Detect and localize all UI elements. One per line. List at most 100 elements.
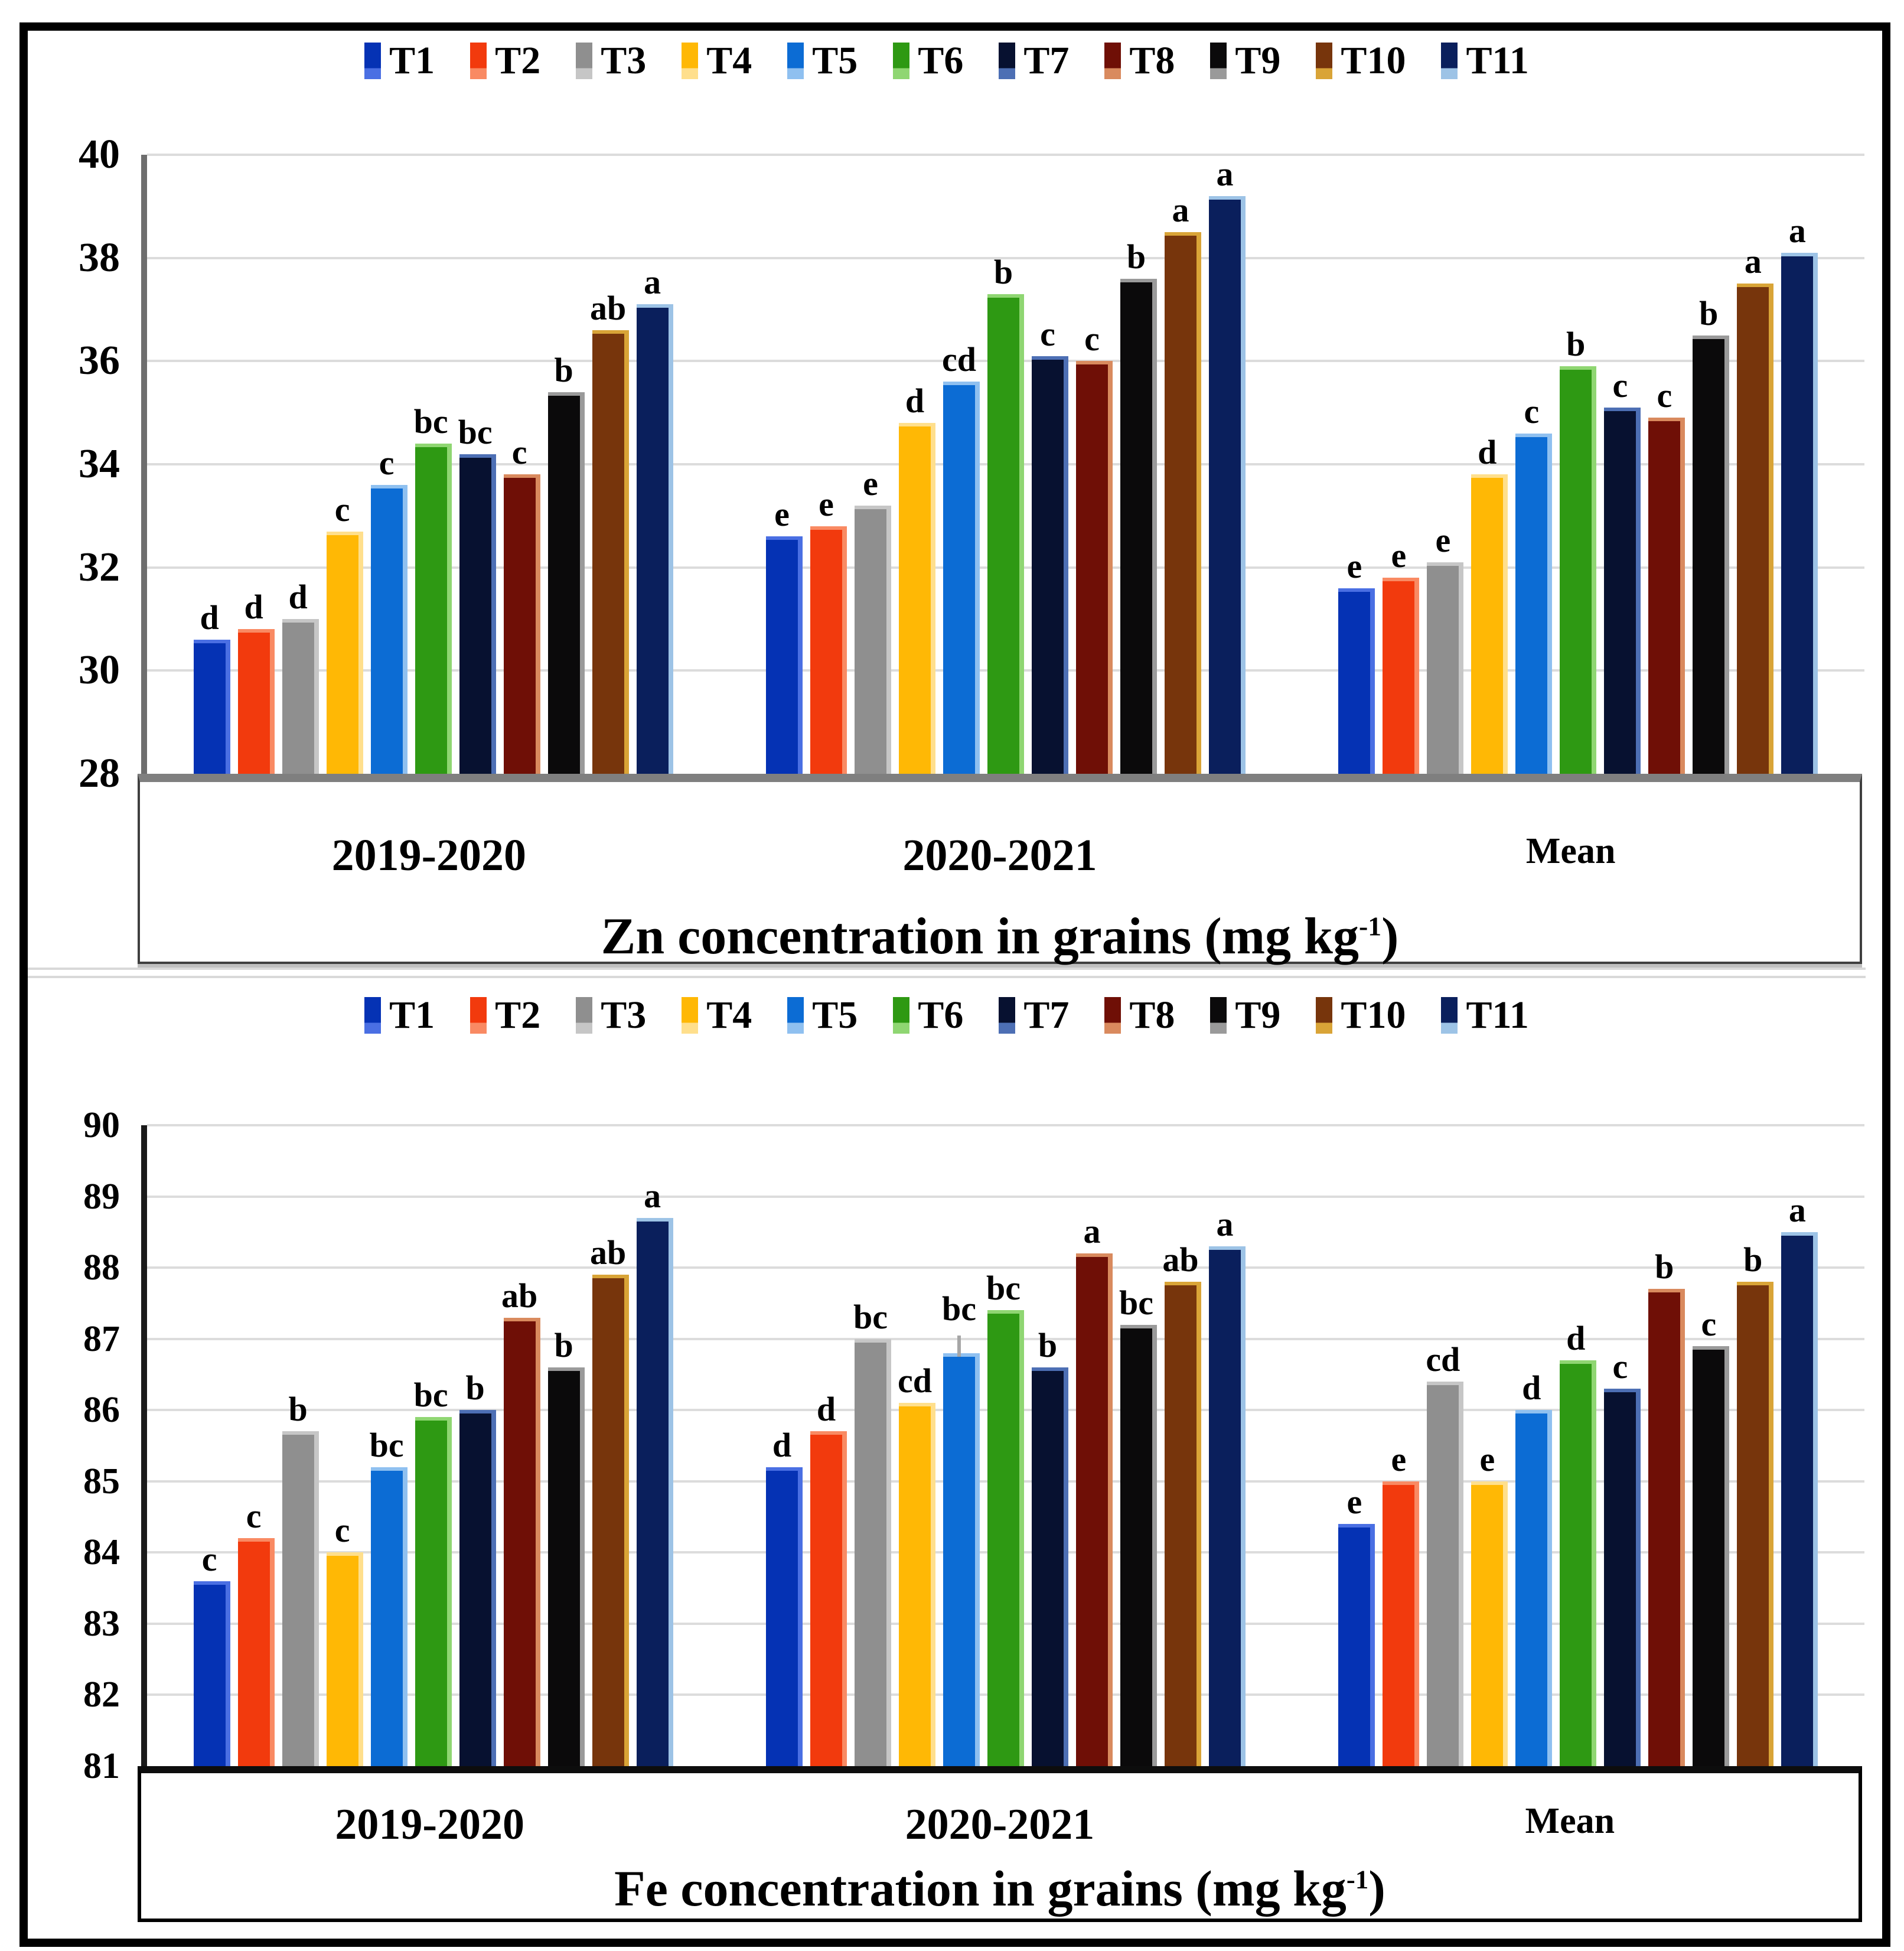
bar-T6-2020-2021: bc <box>986 1271 1024 1766</box>
significance-letter: bc <box>853 1297 888 1336</box>
figure-frame: T1 T2 T3 T4 T5 T6 T7 T8 T9 T10 T11 28 30 32 34 36 38 40 … <box>19 22 1890 1947</box>
legend-swatch-icon <box>470 43 487 79</box>
bar-T7-Mean: c <box>1604 1350 1641 1766</box>
bar-T1-2020-2021: d <box>765 1428 803 1766</box>
significance-letter: b <box>993 252 1013 291</box>
y-tick-label: 85 <box>83 1461 120 1501</box>
significance-letter: b <box>465 1369 485 1408</box>
fe-legend: T1 T2 T3 T4 T5 T6 T7 T8 T9 T10 T11 <box>28 996 1866 1035</box>
fe-axis-title-suffix: ) <box>1368 1860 1385 1917</box>
legend-label: T5 <box>812 39 858 82</box>
bar-T7-2019-2020: b <box>459 1371 496 1766</box>
significance-letter: c <box>1612 366 1628 405</box>
significance-letter: bc <box>413 1376 448 1415</box>
legend-label: T10 <box>1341 39 1406 82</box>
legend-item-T3: T3 <box>576 996 646 1035</box>
fe-chart-panel: T1 T2 T3 T4 T5 T6 T7 T8 T9 T10 T11 81 82 83 84 85 86 87 8… <box>28 978 1866 1922</box>
bar-T2-Mean: e <box>1383 539 1420 774</box>
bar-T6-2019-2020: bc <box>414 405 452 774</box>
legend-item-T7: T7 <box>999 996 1069 1035</box>
significance-letter: b <box>554 1325 573 1364</box>
significance-letter: d <box>816 1390 836 1429</box>
bar-T8-2019-2020: c <box>503 435 540 774</box>
significance-letter: b <box>1038 1325 1058 1364</box>
bar-T4-2020-2021: d <box>898 384 935 774</box>
legend-swatch-icon <box>576 997 593 1034</box>
significance-letter: ab <box>590 1233 627 1272</box>
y-tick-label: 40 <box>79 132 120 177</box>
bar-T1-Mean: e <box>1338 549 1375 774</box>
significance-letter: a <box>644 263 661 302</box>
zn-chart-panel: T1 T2 T3 T4 T5 T6 T7 T8 T9 T10 T11 28 30 32 34 36 38 40 … <box>28 31 1866 968</box>
bar-T10-2019-2020: ab <box>590 291 629 774</box>
legend-label: T3 <box>601 39 647 82</box>
bar-T4-2019-2020: c <box>326 1513 363 1766</box>
bar-T6-2020-2021: b <box>987 255 1024 774</box>
fe-axis-title-superscript: -1 <box>1346 1864 1369 1894</box>
gridline <box>147 154 1864 156</box>
legend-item-T8: T8 <box>1104 996 1175 1035</box>
legend-swatch-icon <box>1316 43 1333 79</box>
legend-swatch-icon <box>787 997 804 1034</box>
legend-label: T10 <box>1341 994 1406 1037</box>
legend-label: T1 <box>389 39 435 82</box>
legend-item-T8: T8 <box>1104 41 1175 80</box>
bar-T1-2019-2020: d <box>193 600 230 774</box>
significance-letter: c <box>334 1511 350 1550</box>
significance-letter: b <box>554 350 573 389</box>
y-tick-label: 84 <box>83 1532 120 1573</box>
significance-letter: b <box>1743 1240 1763 1279</box>
bar-T5-Mean: d <box>1515 1371 1553 1766</box>
legend-item-T11: T11 <box>1441 996 1529 1035</box>
significance-letter: d <box>772 1425 792 1464</box>
legend-item-T9: T9 <box>1210 996 1280 1035</box>
y-tick-label: 83 <box>83 1603 120 1644</box>
legend-swatch-icon <box>999 997 1016 1034</box>
significance-letter: d <box>905 382 925 421</box>
legend-item-T2: T2 <box>470 996 540 1035</box>
bar-T8-Mean: c <box>1648 379 1685 774</box>
bar-T11-Mean: a <box>1781 213 1818 774</box>
legend-item-T3: T3 <box>576 41 646 80</box>
legend-item-T7: T7 <box>999 41 1069 80</box>
error-bar <box>957 1335 961 1357</box>
significance-letter: d <box>1522 1369 1541 1408</box>
legend-swatch-icon <box>470 997 487 1034</box>
gridline <box>147 256 1864 259</box>
bar-T7-2020-2021: b <box>1031 1328 1068 1766</box>
bar-T6-Mean: b <box>1560 327 1597 774</box>
significance-letter: b <box>1699 294 1719 333</box>
bar-T3-2020-2021: e <box>854 466 891 774</box>
legend-label: T7 <box>1023 994 1070 1037</box>
bar-T1-Mean: e <box>1338 1485 1375 1766</box>
legend-item-T11: T11 <box>1441 41 1529 80</box>
legend-swatch-icon <box>682 43 699 79</box>
y-tick-label: 90 <box>83 1105 120 1145</box>
y-tick-label: 34 <box>79 441 120 487</box>
zn-axis-title-superscript: -1 <box>1358 911 1382 942</box>
legend-swatch-icon <box>576 43 593 79</box>
bar-T4-Mean: d <box>1471 435 1508 774</box>
y-tick-label: 86 <box>83 1390 120 1431</box>
y-tick-label: 28 <box>79 751 120 796</box>
legend-item-T9: T9 <box>1210 41 1280 80</box>
legend-swatch-icon <box>1316 997 1333 1034</box>
zn-bar-groups: d d d c c bc bc c b ab a e e e d cd b c c b a a e e e d c b c c b a a <box>147 155 1864 774</box>
significance-letter: e <box>863 464 878 503</box>
bar-T11-2020-2021: a <box>1208 157 1246 774</box>
bar-T9-2020-2021: b <box>1120 239 1157 774</box>
significance-letter: bc <box>1119 1283 1153 1322</box>
legend-swatch-icon <box>1210 997 1227 1034</box>
legend-swatch-icon <box>1441 43 1458 79</box>
bar-T9-Mean: c <box>1693 1307 1730 1766</box>
legend-item-T5: T5 <box>787 41 858 80</box>
zn-x-axis-label-box: 2019-2020 2020-2021 Mean Zn concentration … <box>138 774 1862 964</box>
bar-T8-2019-2020: ab <box>501 1278 540 1766</box>
y-tick-label: 30 <box>79 647 120 693</box>
fe-x-axis-label-box: 2019-2020 2020-2021 Mean Fe concentration … <box>138 1766 1862 1922</box>
legend-label: T8 <box>1129 994 1175 1037</box>
significance-letter: b <box>288 1390 308 1429</box>
legend-label: T5 <box>812 994 858 1037</box>
bar-T5-2019-2020: c <box>370 445 407 774</box>
